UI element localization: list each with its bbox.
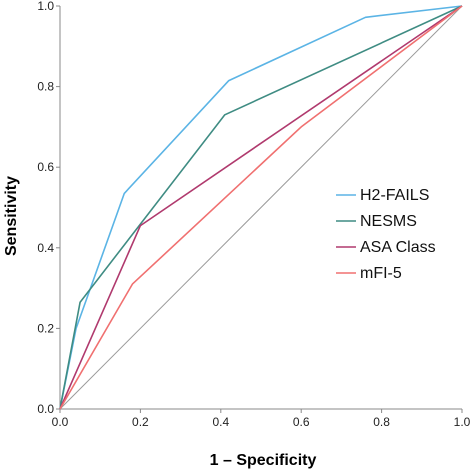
x-tick-label: 0.6 (293, 415, 310, 429)
y-axis-title: Sensitivity (3, 176, 20, 256)
legend-label: ASA Class (360, 239, 436, 256)
axes (59, 6, 462, 410)
y-tick-label: 0.8 (37, 80, 54, 94)
y-ticks: 0.0 0.2 0.4 0.6 0.8 1.0 (37, 0, 60, 416)
series-line-asa-class (59, 5, 463, 410)
x-axis-title: 1 – Specificity (210, 452, 317, 469)
x-ticks: 0.0 0.2 0.4 0.6 0.8 1.0 (52, 409, 471, 429)
legend-label: NESMS (360, 213, 417, 230)
y-tick-label: 0.2 (37, 321, 54, 335)
x-tick-label: 0.8 (373, 415, 390, 429)
y-tick-label: 0.0 (37, 402, 54, 416)
x-tick-label: 0.0 (52, 415, 69, 429)
x-tick-label: 0.4 (212, 415, 229, 429)
reference-diagonal (59, 5, 463, 410)
x-tick-label: 1.0 (454, 415, 471, 429)
legend-label: mFI-5 (360, 265, 402, 282)
y-tick-label: 0.6 (37, 160, 54, 174)
x-tick-label: 0.2 (132, 415, 149, 429)
y-tick-label: 0.4 (37, 241, 54, 255)
series-line-nesms (59, 5, 463, 410)
legend: H2-FAILS NESMS ASA Class mFI-5 (336, 187, 436, 282)
y-tick-label: 1.0 (37, 0, 54, 13)
series-lines (59, 5, 463, 410)
reference-diagonal-line (59, 5, 463, 410)
series-line-mfi-5 (59, 5, 463, 410)
legend-label: H2-FAILS (360, 187, 429, 204)
